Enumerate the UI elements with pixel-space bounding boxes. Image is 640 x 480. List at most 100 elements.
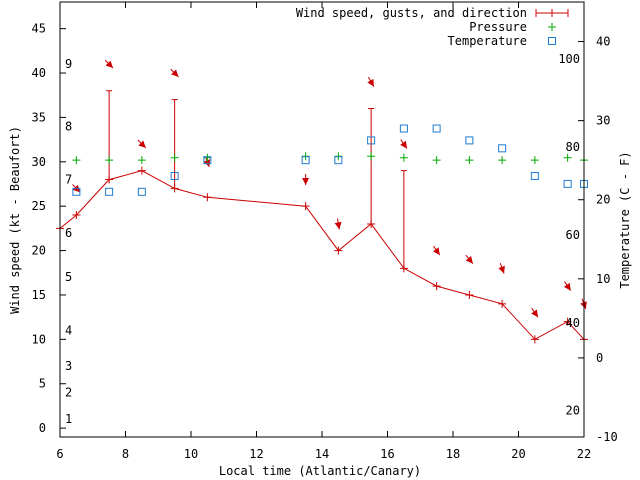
wind-arrow-head (171, 69, 179, 77)
wind-direction-arrow (137, 139, 147, 149)
beaufort-label: 6 (65, 226, 72, 240)
y-left-tick-label: 10 (32, 332, 46, 346)
wind-speed-point (432, 282, 441, 291)
wind-arrow-head (580, 301, 587, 310)
wind-direction-arrow (400, 139, 408, 149)
pressure-point (530, 156, 539, 165)
wind-arrow-head (498, 265, 505, 274)
beaufort-label: 3 (65, 359, 72, 373)
beaufort-label: 4 (65, 323, 72, 337)
temperature-point (399, 124, 408, 133)
x-tick-label: 6 (56, 447, 63, 461)
temperature-point (72, 187, 81, 196)
y-left-tick-label: 45 (32, 22, 46, 36)
legend-pressure-label: Pressure (469, 20, 527, 34)
x-tick-label: 18 (446, 447, 460, 461)
wind-arrow-head (465, 256, 473, 264)
wind-direction-arrow (531, 307, 539, 318)
y-left-tick-label: 5 (39, 377, 46, 391)
pressure-point (432, 156, 441, 165)
pressure-point (72, 156, 81, 165)
wind-direction-arrow (563, 281, 572, 291)
pressure-point (203, 153, 212, 162)
y-right-tick-label: 30 (596, 114, 610, 128)
x-tick-label: 20 (511, 447, 525, 461)
legend-pressure-sample (548, 23, 556, 31)
legend-wind-sample (535, 9, 569, 17)
wind-arrow-head (367, 78, 374, 87)
temperature-point (301, 156, 310, 165)
wind-direction-arrow (170, 68, 179, 78)
pressure-point (563, 153, 572, 162)
y-right-tick-label: 40 (596, 35, 610, 49)
wind-direction-arrow (334, 218, 342, 230)
wind-direction-arrow (498, 262, 505, 274)
x-tick-label: 10 (184, 447, 198, 461)
pressure-point (170, 153, 179, 162)
wind-gust-bar (368, 108, 375, 224)
wind-speed-point (465, 290, 474, 299)
fahrenheit-label: 60 (566, 228, 580, 242)
wind-speed-point (203, 193, 212, 202)
wind-arrow-head (400, 140, 408, 149)
y-left-tick-label: 0 (39, 421, 46, 435)
y-axis-left-label: Wind speed (kt - Beaufort) (8, 126, 22, 314)
y-right-tick-label: 0 (596, 351, 603, 365)
wind-speed-point (334, 246, 343, 255)
y-right-tick-label: -10 (596, 430, 618, 444)
wind-speed-point (563, 317, 572, 326)
y-left-tick-label: 35 (32, 110, 46, 124)
fahrenheit-label: 20 (566, 404, 580, 418)
fahrenheit-label: 40 (566, 316, 580, 330)
legend-temperature-sample (548, 37, 556, 45)
wind-arrow-head (302, 178, 310, 186)
beaufort-label: 7 (65, 173, 72, 187)
wind-gust-bar (106, 90, 113, 180)
pressure-point (367, 152, 376, 161)
y-left-tick-label: 25 (32, 199, 46, 213)
pressure-point (399, 153, 408, 162)
wind-direction-arrow (302, 174, 310, 186)
wind-arrow-head (432, 247, 440, 256)
beaufort-label: 5 (65, 270, 72, 284)
wind-arrow-head (531, 309, 539, 318)
x-tick-label: 14 (315, 447, 329, 461)
fahrenheit-label: 80 (566, 140, 580, 154)
chart-ticks: 6 8 10 12 14 16 18 20 22051015202530354045-10010… (32, 2, 618, 461)
temperature-point (498, 144, 507, 153)
wind-direction-arrow (432, 245, 441, 256)
pressure-point (465, 156, 474, 165)
wind-arrow-head (203, 159, 211, 167)
wind-gust-bar (400, 170, 407, 269)
wind-arrow-head (138, 140, 146, 148)
y-left-tick-label: 20 (32, 244, 46, 258)
temperature-point (170, 172, 179, 180)
y-left-tick-label: 15 (32, 288, 46, 302)
y-right-tick-label: 20 (596, 193, 610, 207)
legend-wind-label: Wind speed, gusts, and direction (296, 6, 527, 20)
beaufort-label: 9 (65, 57, 72, 71)
legend-temperature-label: Temperature (448, 34, 527, 48)
wind-arrow-head (105, 60, 114, 69)
wind-direction-arrow (104, 59, 114, 69)
wind-direction-arrow (367, 76, 375, 87)
pressure-point (137, 156, 146, 165)
temperature-point (203, 156, 212, 165)
temperature-point (530, 172, 539, 180)
wind-speed-point (301, 202, 310, 211)
temperature-point (367, 136, 376, 145)
wind-speed-line (59, 170, 585, 340)
temperature-point (563, 179, 572, 188)
chart-legend: Wind speed, gusts, and direction Pressur… (296, 6, 569, 48)
x-axis-label: Local time (Atlantic/Canary) (219, 464, 421, 478)
y-right-tick-label: 10 (596, 272, 610, 286)
temperature-point (137, 187, 146, 196)
wind-arrow-head (334, 221, 342, 230)
x-tick-label: 12 (249, 447, 263, 461)
beaufort-label: 2 (65, 386, 72, 400)
wind-arrow-head (563, 282, 571, 291)
pressure-point (105, 156, 114, 165)
pressure-point (498, 156, 507, 165)
